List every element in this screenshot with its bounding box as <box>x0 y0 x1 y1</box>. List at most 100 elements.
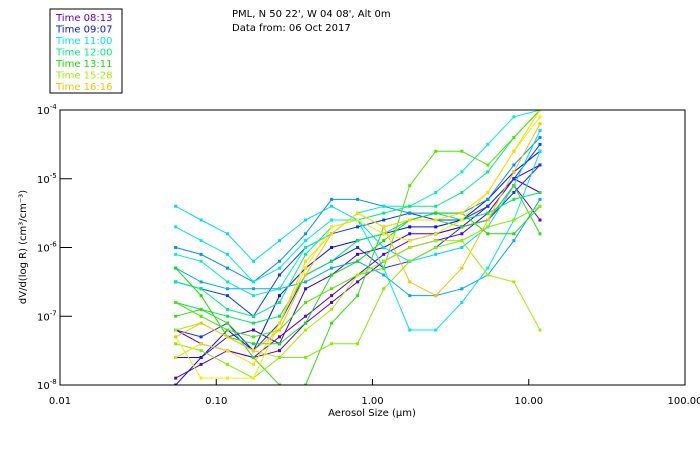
data-point <box>199 307 203 311</box>
data-point <box>460 211 464 215</box>
data-point <box>382 246 386 249</box>
data-point <box>225 349 229 353</box>
data-point <box>434 211 438 215</box>
data-point <box>278 383 282 385</box>
data-point <box>304 383 308 385</box>
legend-entry: Time 09:07 <box>55 25 112 36</box>
data-point <box>408 218 412 222</box>
data-point <box>304 259 308 263</box>
data-point <box>225 335 229 339</box>
data-point <box>225 362 229 366</box>
data-point <box>356 225 360 229</box>
data-point <box>434 328 438 332</box>
data-point <box>304 273 308 277</box>
data-point <box>382 287 386 291</box>
data-point <box>538 218 542 222</box>
data-series <box>174 122 542 353</box>
data-point <box>434 252 438 256</box>
data-point <box>225 232 229 236</box>
data-point <box>512 177 516 181</box>
data-point <box>330 232 334 236</box>
data-series <box>174 239 542 359</box>
data-point <box>512 170 516 174</box>
data-point <box>512 149 516 153</box>
data-point <box>538 232 542 236</box>
data-point <box>199 349 203 353</box>
data-point <box>225 266 229 270</box>
data-point <box>330 204 334 208</box>
data-point <box>199 321 203 325</box>
data-point <box>199 280 203 284</box>
data-point <box>304 314 308 318</box>
data-point <box>304 321 308 325</box>
data-point <box>538 197 542 201</box>
data-point <box>174 266 178 270</box>
data-point <box>330 321 334 325</box>
data-point <box>278 342 282 346</box>
data-point <box>225 321 229 325</box>
data-point <box>382 239 386 243</box>
data-point <box>330 273 334 277</box>
data-point <box>330 197 334 201</box>
data-point <box>304 218 308 222</box>
data-point <box>278 294 282 298</box>
series-line <box>175 150 541 385</box>
data-point <box>382 266 386 270</box>
data-point <box>408 184 412 188</box>
data-point <box>199 356 203 359</box>
data-point <box>199 259 203 263</box>
data-point <box>408 204 412 208</box>
data-point <box>356 246 360 249</box>
data-point <box>278 259 282 263</box>
data-point <box>512 218 516 222</box>
x-tick-label: 100.00 <box>668 396 700 407</box>
data-point <box>486 232 490 236</box>
data-point <box>174 356 178 359</box>
y-tick-label: 10-8 <box>37 378 57 392</box>
data-point <box>174 328 178 332</box>
data-point <box>251 376 255 380</box>
data-point <box>278 356 282 359</box>
data-point <box>278 335 282 339</box>
legend-entry: Time 15:28 <box>55 71 112 82</box>
y-tick-label: 10-7 <box>37 309 57 323</box>
legend-entry: Time 12:00 <box>55 48 112 59</box>
data-point <box>304 252 308 256</box>
data-point <box>382 273 386 277</box>
data-point <box>486 211 490 215</box>
chart-title-date: Data from: 06 Oct 2017 <box>232 23 351 34</box>
data-point <box>199 335 203 339</box>
data-point <box>538 142 542 146</box>
data-point <box>199 218 203 222</box>
data-point <box>512 163 516 167</box>
data-point <box>174 314 178 318</box>
data-point <box>174 342 178 346</box>
data-point <box>330 218 334 222</box>
y-axis-label: dV/d(log R) (cm³/cm⁻³) <box>18 190 29 304</box>
data-point <box>225 314 229 318</box>
series-line <box>175 110 541 338</box>
data-point <box>278 301 282 304</box>
data-point <box>199 342 203 346</box>
series-layer <box>174 110 542 385</box>
x-tick-label: 0.10 <box>205 396 227 407</box>
data-point <box>304 287 308 291</box>
data-point <box>486 170 490 174</box>
data-point <box>304 239 308 243</box>
data-point <box>174 383 178 385</box>
data-point <box>225 280 229 284</box>
data-series <box>174 142 542 318</box>
data-point <box>251 321 255 325</box>
data-point <box>460 266 464 270</box>
data-point <box>251 259 255 263</box>
data-point <box>460 218 464 222</box>
data-point <box>304 356 308 359</box>
data-point <box>538 149 542 153</box>
data-point <box>382 259 386 263</box>
data-point <box>382 218 386 222</box>
data-point <box>382 204 386 208</box>
x-axis-label: Aerosol Size (μm) <box>328 408 416 419</box>
data-point <box>174 204 178 208</box>
